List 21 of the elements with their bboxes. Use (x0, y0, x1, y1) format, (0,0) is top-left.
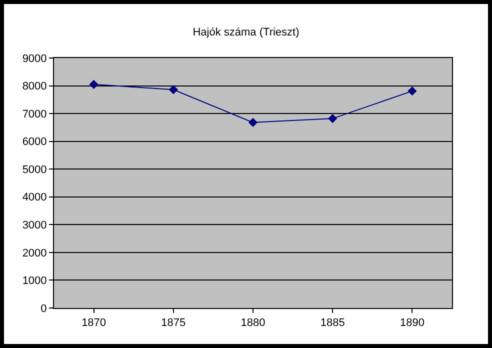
y-tick-label: 7000 (22, 108, 47, 120)
point (328, 114, 338, 124)
point (89, 80, 98, 89)
point (248, 118, 258, 127)
y-tick-label: 5000 (22, 164, 47, 176)
point (168, 85, 178, 94)
x-tick-label: 1880 (240, 317, 266, 330)
y-tick-label: 9000 (22, 52, 47, 65)
y-tick-label: 6000 (22, 136, 47, 148)
y-tick-label: 1000 (22, 275, 47, 288)
x-tick-label: 1890 (400, 317, 424, 330)
y-tick-label: 3000 (22, 220, 47, 232)
x-tick-label: 1875 (161, 317, 186, 330)
x-tick-label: 1870 (82, 317, 106, 330)
y-tick-label: 8000 (22, 80, 47, 93)
y-tick-label: 0 (40, 302, 47, 315)
y-tick-label: 2000 (22, 247, 47, 260)
y-tick-label: 4000 (22, 192, 47, 204)
x-tick-label: 1885 (320, 317, 345, 330)
point (408, 86, 417, 96)
chart-title: Hajók száma (Trieszt) (192, 26, 300, 38)
